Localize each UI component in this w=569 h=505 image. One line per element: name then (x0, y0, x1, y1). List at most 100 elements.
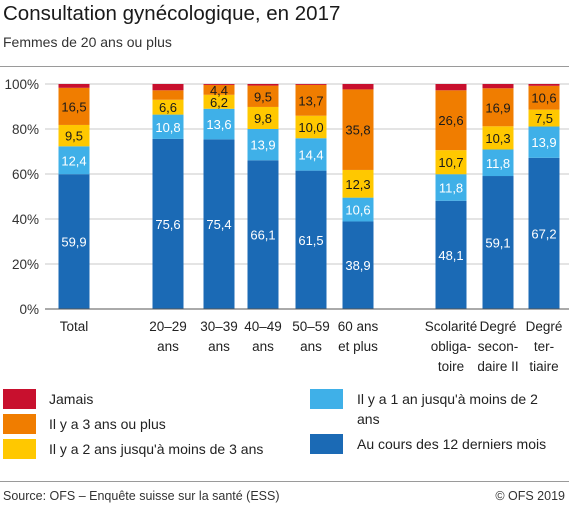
bar-segment-12m (435, 200, 467, 309)
x-category-label: tiaire (529, 359, 558, 374)
y-tick-label: 40% (12, 212, 39, 227)
bar-segment-jamais (528, 84, 560, 86)
legend-label-2to3: Il y a 2 ans jusqu'à moins de 3 ans (49, 441, 264, 457)
x-category-label: Total (60, 319, 89, 334)
data-label: 66,1 (250, 228, 275, 243)
bar-segment-1to2 (203, 108, 235, 140)
bar-segment-1to2 (295, 138, 327, 171)
data-label: 12,3 (345, 177, 370, 192)
data-label: 16,9 (485, 100, 510, 115)
bottom-rule (0, 481, 569, 482)
y-tick-label: 80% (12, 122, 39, 137)
bar-segment-jamais (295, 84, 327, 85)
bar-segment-12m (58, 174, 90, 309)
bar-segment-2to3 (528, 109, 560, 127)
bar-segment-1to2 (247, 129, 279, 161)
data-label: 59,9 (61, 235, 86, 250)
legend-label-3plus: Il y a 3 ans ou plus (49, 416, 166, 432)
bar-segment-2to3 (58, 124, 90, 147)
bar-segment-3plus (295, 84, 327, 116)
bar-segment-1to2 (58, 146, 90, 175)
top-rule (0, 66, 569, 67)
data-label: 13,9 (531, 135, 556, 150)
legend-swatch-1to2 (310, 389, 343, 409)
bar-segment-3plus (58, 87, 90, 125)
bar-segment-12m (482, 176, 514, 309)
bar-segment-1to2 (342, 197, 374, 222)
x-category-label: ter- (534, 339, 554, 354)
data-label: 10,6 (531, 91, 556, 106)
source-note: Source: OFS – Enquête suisse sur la sant… (3, 489, 280, 503)
data-label: 4,4 (210, 83, 228, 98)
data-label: 12,4 (61, 153, 86, 168)
x-category-label: Degré (480, 319, 517, 334)
bar-segment-12m (203, 139, 235, 309)
bar-segment-12m (295, 170, 327, 309)
bar-segment-jamais (58, 84, 90, 88)
y-tick-label: 0% (19, 302, 39, 317)
data-label: 75,6 (155, 217, 180, 232)
bar-segment-2to3 (342, 169, 374, 198)
bar-segment-2to3 (435, 150, 467, 175)
data-label: 10,8 (155, 120, 180, 135)
x-category-label: 40–49 (244, 319, 282, 334)
x-category-label: ans (300, 339, 322, 354)
bar-segment-1to2 (482, 149, 514, 177)
x-category-label: daire II (477, 359, 518, 374)
bar-segment-12m (528, 157, 560, 309)
x-category-label: obliga- (431, 339, 472, 354)
x-category-label: ans (208, 339, 230, 354)
bar-segment-jamais (247, 84, 279, 86)
bar-segment-jamais (203, 84, 235, 85)
chart-title: Consultation gynécologique, en 2017 (3, 2, 341, 25)
data-label: 10,0 (298, 120, 323, 135)
x-category-label: et plus (338, 339, 378, 354)
data-label: 35,8 (345, 123, 370, 138)
bar-segment-2to3 (203, 94, 235, 109)
data-label: 11,8 (439, 181, 463, 196)
data-label: 10,6 (345, 203, 370, 218)
bar-segment-3plus (152, 90, 184, 100)
data-label: 59,1 (485, 236, 510, 251)
legend-swatch-3plus (3, 414, 36, 434)
copyright-note: © OFS 2019 (495, 489, 565, 503)
data-label: 10,7 (438, 155, 463, 170)
chart-subtitle: Femmes de 20 ans ou plus (3, 34, 172, 50)
legend-label-12m: Au cours des 12 derniers mois (357, 436, 547, 452)
bar-segment-2to3 (152, 99, 184, 115)
bar-segment-jamais (152, 84, 184, 91)
legend-swatch-jamais (3, 389, 36, 409)
data-label: 6,6 (159, 100, 177, 115)
data-label: 9,5 (65, 129, 83, 144)
bar-segment-12m (247, 160, 279, 309)
bar-segment-jamais (435, 84, 467, 91)
data-label: 75,4 (206, 217, 231, 232)
bar-segment-2to3 (295, 115, 327, 139)
bar-segment-1to2 (435, 174, 467, 201)
x-category-label: 50–59 (292, 319, 330, 334)
bar-segment-1to2 (528, 126, 560, 158)
bar-segment-2to3 (482, 126, 514, 150)
data-label: 6,2 (210, 95, 228, 110)
x-category-label: ans (157, 339, 179, 354)
data-label: 7,5 (535, 111, 553, 126)
bar-segment-3plus (247, 85, 279, 107)
data-label: 61,5 (298, 233, 323, 248)
data-label: 14,4 (298, 147, 323, 162)
data-label: 38,9 (345, 258, 370, 273)
legend-label-jamais: Jamais (49, 391, 94, 407)
bar-segment-12m (342, 221, 374, 309)
data-label: 16,5 (61, 99, 86, 114)
data-label: 10,3 (485, 131, 510, 146)
y-tick-label: 20% (12, 257, 39, 272)
bar-segment-3plus (203, 84, 235, 95)
data-label: 13,9 (250, 138, 275, 153)
legend-swatch-2to3 (3, 439, 36, 459)
bar-segment-3plus (528, 85, 560, 110)
y-tick-label: 60% (12, 167, 39, 182)
data-label: 13,7 (298, 93, 323, 108)
bar-segment-12m (152, 138, 184, 309)
y-tick-label: 100% (4, 77, 39, 92)
data-label: 11,8 (486, 156, 510, 171)
x-category-label: 20–29 (149, 319, 187, 334)
